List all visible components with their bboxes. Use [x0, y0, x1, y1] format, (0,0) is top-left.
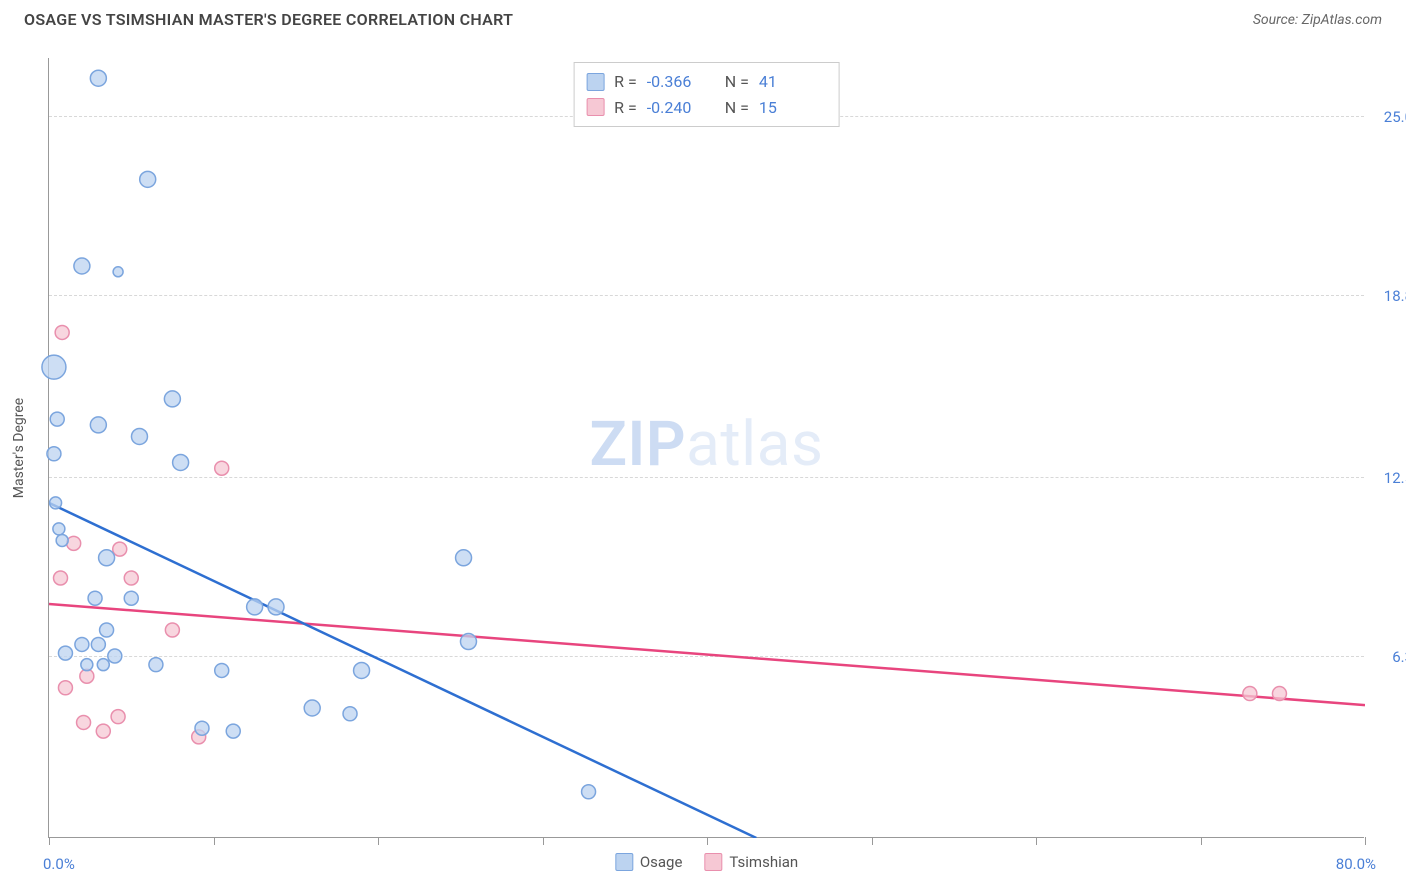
x-axis-min-label: 0.0% [43, 855, 75, 873]
data-point [54, 571, 68, 585]
data-point [131, 428, 147, 444]
y-axis-title: Master's Degree [11, 397, 27, 497]
y-tick-label: 18.8% [1370, 287, 1406, 305]
data-point [456, 550, 472, 566]
data-point [90, 417, 106, 433]
x-tick [543, 837, 544, 845]
r-label: R = [614, 95, 637, 121]
data-point [108, 649, 122, 663]
data-point [164, 391, 180, 407]
scatter-plot-svg [49, 58, 1364, 837]
x-tick [378, 837, 379, 845]
swatch-tsimshian [586, 98, 604, 116]
data-point [81, 659, 93, 671]
data-point [100, 623, 114, 637]
source-prefix: Source: [1253, 12, 1302, 28]
r-label: R = [614, 69, 637, 95]
legend-label-osage: Osage [640, 853, 683, 871]
swatch-tsimshian [704, 853, 722, 871]
data-point [96, 724, 110, 738]
data-point [354, 662, 370, 678]
chart-plot-area: Master's Degree ZIPatlas 6.3%12.5%18.8%2… [48, 58, 1364, 838]
x-tick [1365, 837, 1366, 845]
data-point [50, 497, 62, 509]
data-point [74, 258, 90, 274]
source-name: ZipAtlas.com [1302, 12, 1382, 28]
data-point [88, 591, 102, 605]
data-point [50, 412, 64, 426]
data-point [47, 447, 61, 461]
data-point [226, 724, 240, 738]
data-point [343, 707, 357, 721]
data-point [97, 659, 109, 671]
x-axis-max-label: 80.0% [1336, 855, 1376, 873]
data-point [55, 325, 69, 339]
data-point [460, 634, 476, 650]
data-point [149, 658, 163, 672]
series-legend: Osage Tsimshian [615, 853, 798, 871]
data-point [113, 542, 127, 556]
data-point [77, 715, 91, 729]
data-point [195, 721, 209, 735]
tsimshian-r-value: -0.240 [647, 95, 703, 121]
stats-row-tsimshian: R = -0.240 N = 15 [586, 95, 827, 121]
data-point [1243, 687, 1257, 701]
x-tick [214, 837, 215, 845]
x-tick [1201, 837, 1202, 845]
data-point [58, 646, 72, 660]
source-attribution: Source: ZipAtlas.com [1253, 12, 1382, 28]
data-point [268, 599, 284, 615]
stats-row-osage: R = -0.366 N = 41 [586, 69, 827, 95]
chart-title: OSAGE VS TSIMSHIAN MASTER'S DEGREE CORRE… [24, 10, 513, 29]
data-point [99, 550, 115, 566]
data-point [91, 637, 105, 651]
chart-header: OSAGE VS TSIMSHIAN MASTER'S DEGREE CORRE… [0, 0, 1406, 39]
data-point [582, 785, 596, 799]
osage-r-value: -0.366 [647, 69, 703, 95]
data-point [90, 70, 106, 86]
data-point [304, 700, 320, 716]
data-point [124, 571, 138, 585]
x-tick [707, 837, 708, 845]
data-point [173, 454, 189, 470]
data-point [165, 623, 179, 637]
data-point [215, 663, 229, 677]
x-tick [49, 837, 50, 845]
data-point [42, 355, 66, 379]
swatch-osage [615, 853, 633, 871]
n-label: N = [725, 95, 749, 121]
data-point [75, 637, 89, 651]
regression-line [49, 604, 1365, 705]
y-tick-label: 6.3% [1370, 648, 1406, 666]
legend-item-tsimshian: Tsimshian [704, 853, 798, 871]
data-point [124, 591, 138, 605]
data-point [1272, 687, 1286, 701]
tsimshian-n-value: 15 [759, 95, 815, 121]
swatch-osage [586, 73, 604, 91]
x-tick [1036, 837, 1037, 845]
data-point [140, 171, 156, 187]
data-point [111, 710, 125, 724]
legend-item-osage: Osage [615, 853, 683, 871]
n-label: N = [725, 69, 749, 95]
osage-n-value: 41 [759, 69, 815, 95]
y-tick-label: 12.5% [1370, 469, 1406, 487]
correlation-stats-box: R = -0.366 N = 41 R = -0.240 N = 15 [573, 62, 840, 127]
legend-label-tsimshian: Tsimshian [729, 853, 798, 871]
data-point [56, 534, 68, 546]
y-tick-label: 25.0% [1370, 108, 1406, 126]
data-point [113, 267, 123, 277]
data-point [215, 461, 229, 475]
data-point [58, 681, 72, 695]
x-tick [872, 837, 873, 845]
data-point [67, 536, 81, 550]
data-point [247, 599, 263, 615]
data-point [53, 523, 65, 535]
